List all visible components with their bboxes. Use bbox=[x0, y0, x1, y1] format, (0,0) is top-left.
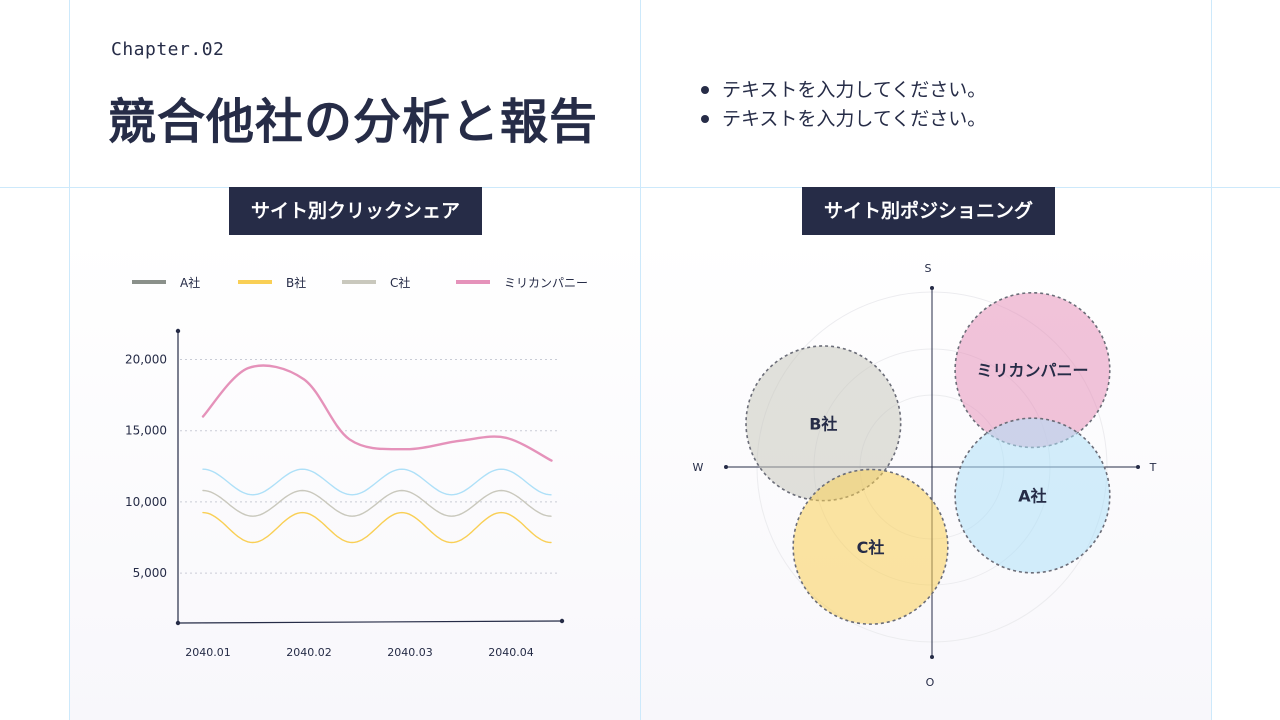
axis-end-dot bbox=[1136, 465, 1140, 469]
y-tick-label: 15,000 bbox=[125, 424, 167, 438]
bullet-dot-icon bbox=[701, 86, 709, 94]
x-tick-label: 2040.02 bbox=[286, 646, 332, 659]
bullet-text: テキストを入力してください。 bbox=[722, 79, 987, 101]
bubble-label: B社 bbox=[809, 414, 837, 433]
bullet-dot-icon bbox=[701, 115, 709, 123]
x-tick-label: 2040.04 bbox=[488, 646, 534, 659]
series-line bbox=[202, 489, 552, 517]
bubble bbox=[954, 417, 1111, 574]
guide-line bbox=[1211, 0, 1212, 720]
axis-end-dot bbox=[724, 465, 728, 469]
bubble-label: A社 bbox=[1018, 487, 1046, 506]
bullet-item: テキストを入力してください。 bbox=[700, 76, 986, 105]
series-line bbox=[202, 468, 552, 496]
legend-label: B社 bbox=[286, 275, 306, 290]
page-title: 競合他社の分析と報告 bbox=[108, 94, 599, 150]
section-label-click-share: サイト別クリックシェア bbox=[229, 187, 482, 235]
legend-label: A社 bbox=[180, 275, 200, 290]
bullet-text: テキストを入力してください。 bbox=[722, 108, 987, 130]
axis-end-dot bbox=[930, 286, 934, 290]
bullet-item: テキストを入力してください。 bbox=[700, 105, 986, 134]
y-tick-label: 10,000 bbox=[125, 495, 167, 509]
bubble bbox=[792, 468, 949, 625]
section-label-positioning: サイト別ポジショニング bbox=[802, 187, 1055, 235]
axis-end-dot bbox=[930, 655, 934, 659]
bullet-list: テキストを入力してください。 テキストを入力してください。 bbox=[700, 76, 986, 134]
axis-end-dot bbox=[175, 620, 181, 626]
axis-end-dot bbox=[559, 618, 565, 624]
line-chart-panel bbox=[70, 236, 640, 720]
axis-label-left: W bbox=[693, 461, 704, 474]
x-tick-label: 2040.03 bbox=[387, 646, 433, 659]
x-axis bbox=[177, 620, 563, 624]
x-tick-label: 2040.01 bbox=[185, 646, 231, 659]
y-tick-label: 5,000 bbox=[133, 566, 167, 580]
axis-label-top: S bbox=[925, 262, 932, 275]
guide-line bbox=[69, 0, 70, 720]
guide-line bbox=[0, 187, 1280, 188]
bubble-label: C社 bbox=[857, 538, 885, 557]
bubble-label: ミリカンパニー bbox=[976, 361, 1088, 380]
legend-label: ミリカンパニー bbox=[504, 276, 588, 290]
legend-label: C社 bbox=[390, 275, 410, 290]
axis-label-right: T bbox=[1149, 461, 1157, 474]
axis-label-bottom: O bbox=[926, 676, 935, 689]
chapter-label: Chapter.02 bbox=[111, 39, 225, 60]
guide-line bbox=[640, 0, 641, 720]
y-tick-label: 20,000 bbox=[125, 352, 167, 366]
series-line bbox=[201, 364, 553, 462]
positioning-chart-panel bbox=[641, 236, 1211, 720]
series-line bbox=[202, 511, 552, 544]
axis-end-dot bbox=[175, 328, 181, 334]
